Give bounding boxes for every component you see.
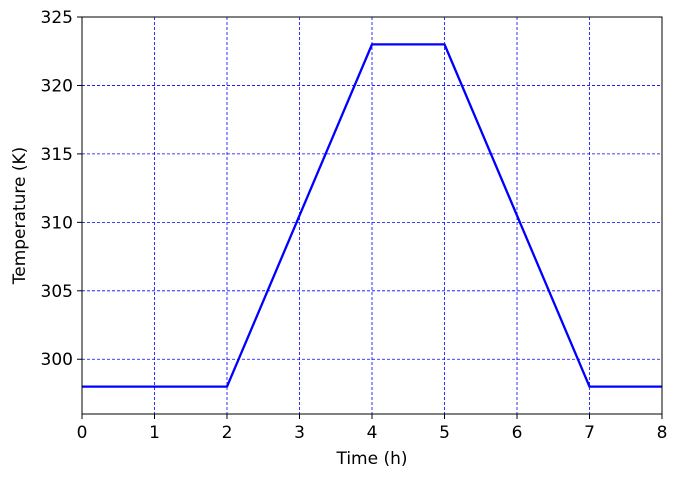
y-tick-label: 310 xyxy=(41,213,73,233)
x-tick-label: 1 xyxy=(149,423,160,443)
y-axis-ticks: 300 305 310 315 320 325 xyxy=(41,8,82,370)
x-tick-label: 8 xyxy=(657,423,668,443)
x-tick-label: 4 xyxy=(367,423,378,443)
x-tick-label: 2 xyxy=(222,423,233,443)
x-axis-ticks: 0 1 2 3 4 5 6 7 8 xyxy=(77,414,668,443)
x-tick-label: 3 xyxy=(294,423,305,443)
x-tick-label: 6 xyxy=(512,423,523,443)
temperature-series-line xyxy=(82,43,662,388)
y-tick-label: 320 xyxy=(41,76,73,96)
y-tick-label: 325 xyxy=(41,8,73,28)
x-tick-label: 0 xyxy=(77,423,88,443)
x-tick-label: 7 xyxy=(584,423,595,443)
y-tick-label: 300 xyxy=(41,350,73,370)
y-tick-label: 315 xyxy=(41,145,73,165)
x-axis-label: Time (h) xyxy=(335,449,407,469)
series-layer xyxy=(82,43,662,388)
y-axis-label: Temperature (K) xyxy=(10,147,30,286)
x-tick-label: 5 xyxy=(439,423,450,443)
y-tick-label: 305 xyxy=(41,282,73,302)
